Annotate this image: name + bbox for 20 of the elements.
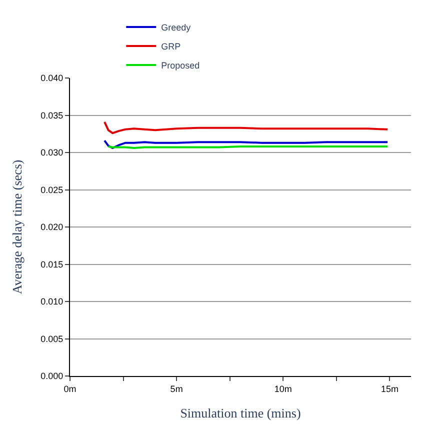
y-tick-label: 0.035 bbox=[40, 110, 64, 120]
legend-label: GRP bbox=[161, 41, 181, 52]
y-tick-label: 0.005 bbox=[40, 334, 64, 344]
y-tick-label: 0.040 bbox=[40, 73, 64, 84]
y-tick-label: 0.000 bbox=[40, 371, 64, 382]
y-tick-label: 0.020 bbox=[40, 222, 64, 232]
y-tick-label: 0.030 bbox=[40, 148, 64, 158]
x-axis-title: Simulation time (mins) bbox=[180, 405, 301, 420]
legend-label: Proposed bbox=[161, 60, 200, 70]
x-tick-label: 5m bbox=[170, 384, 183, 394]
x-tick-label: 15m bbox=[380, 384, 398, 394]
x-tick-label: 10m bbox=[274, 384, 292, 394]
legend-label: Greedy bbox=[161, 22, 192, 32]
line-series bbox=[104, 140, 389, 150]
y-tick-label: 0.015 bbox=[40, 259, 64, 270]
y-axis-title: Average delay time (secs) bbox=[10, 160, 25, 294]
line-series bbox=[104, 120, 389, 134]
y-tick-label: 0.025 bbox=[40, 184, 64, 195]
x-tick-label: 0m bbox=[64, 384, 76, 394]
y-tick-label: 0.010 bbox=[40, 296, 64, 307]
